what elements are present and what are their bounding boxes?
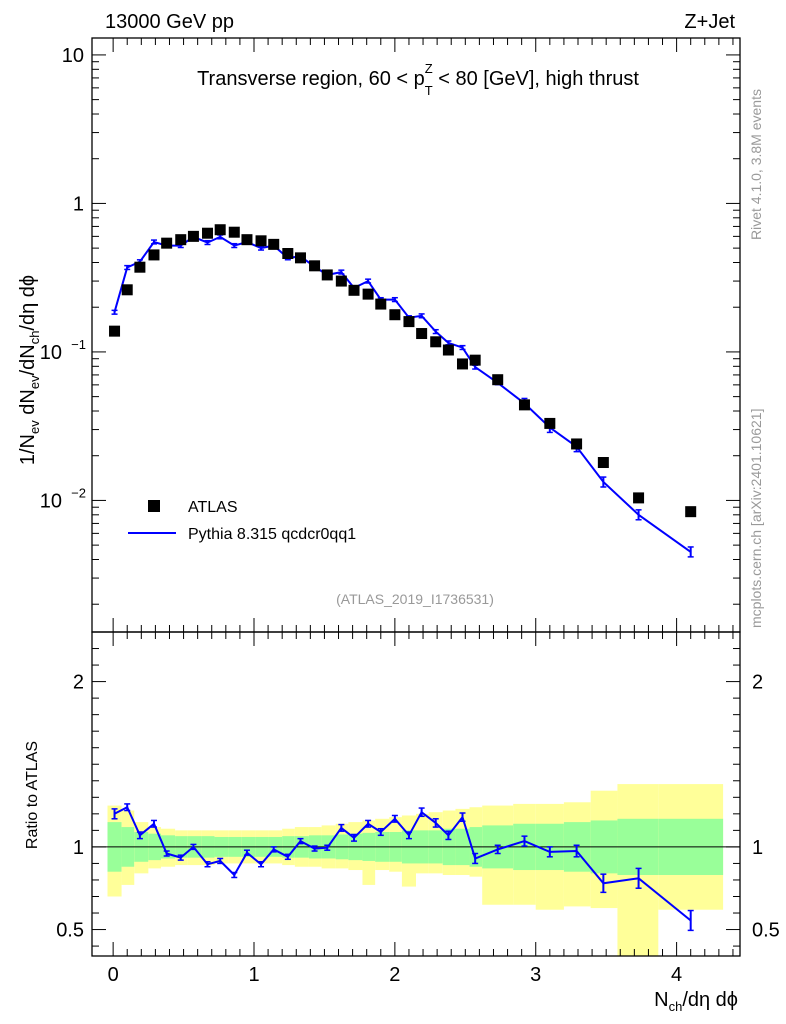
ratio-bands	[92, 784, 740, 956]
atlas-point	[456, 358, 468, 370]
ratio-marks	[111, 803, 694, 932]
atlas-point	[268, 238, 280, 250]
ratio-y-tick-label-left: 0.5	[56, 920, 84, 942]
atlas-point	[321, 269, 333, 281]
ratio-y-tick-label-left: 1	[73, 837, 84, 859]
main-marks	[109, 224, 697, 558]
title-sup: Z	[425, 61, 433, 76]
atlas-point	[375, 298, 387, 310]
x-tick-label: 0	[108, 964, 119, 986]
process-label: Z+Jet	[684, 11, 735, 33]
x-tick-label: 2	[389, 964, 400, 986]
main-y-tick-exponent: −2	[71, 485, 86, 500]
atlas-point	[228, 226, 240, 238]
atlas-point	[175, 234, 187, 246]
main-y-tick-label: 10	[40, 342, 62, 364]
x-tick-label: 4	[671, 964, 682, 986]
atlas-point	[121, 284, 133, 296]
ratio-y-tick-label-left: 2	[73, 672, 84, 694]
atlas-point	[597, 457, 609, 469]
atlas-point	[134, 261, 146, 273]
atlas-point	[282, 248, 294, 260]
atlas-point	[294, 252, 306, 264]
legend-atlas-marker	[148, 500, 160, 512]
title-prefix: Transverse region, 60 < p	[197, 68, 425, 90]
main-axes: 10 1 10 −1 10 −2	[40, 37, 741, 633]
mcplots-label: mcplots.cern.ch [arXiv:2401.10621]	[748, 409, 764, 628]
atlas-point	[403, 316, 415, 328]
atlas-point	[492, 374, 504, 386]
atlas-point	[309, 260, 321, 272]
main-y-tick-label: 10	[62, 45, 84, 67]
ratio-panel: 0.5 0.5 1 1 2 2 0 1 2 3 4 Ratio to ATLAS Nch/dη dϕ	[24, 631, 780, 1014]
atlas-point	[633, 492, 645, 504]
atlas-point	[148, 249, 160, 261]
atlas-point	[202, 227, 214, 239]
atlas-point	[430, 336, 442, 348]
title-suffix: < 80 [GeV], high thrust	[433, 68, 640, 90]
main-y-tick-label: 10	[40, 490, 62, 512]
ratio-y-tick-label-right: 0.5	[752, 920, 780, 942]
analysis-watermark: (ATLAS_2019_I1736531)	[336, 591, 494, 607]
atlas-point	[161, 237, 173, 249]
ratio-axes: 0.5 0.5 1 1 2 2 0 1 2 3 4	[56, 631, 780, 986]
x-axis-label: Nch/dη dϕ	[654, 989, 738, 1014]
ratio-y-tick-label-right: 1	[752, 837, 763, 859]
atlas-point	[571, 438, 583, 450]
atlas-point	[362, 288, 374, 300]
atlas-point	[389, 309, 401, 321]
main-title: Transverse region, 60 < pZ T < 80 [GeV], …	[197, 61, 639, 98]
main-y-tick-exponent: −1	[71, 337, 86, 352]
atlas-point	[241, 234, 253, 246]
main-y-axis-label: 1/Nev dNev/dNch/dη dϕ	[17, 275, 42, 465]
legend: ATLAS Pythia 8.315 qcdcr0qq1	[128, 499, 356, 543]
atlas-point	[442, 344, 454, 356]
atlas-point	[109, 325, 121, 337]
atlas-point	[335, 275, 347, 287]
x-tick-label: 3	[530, 964, 541, 986]
main-panel: Transverse region, 60 < pZ T < 80 [GeV], …	[17, 37, 741, 633]
ratio-y-axis-label: Ratio to ATLAS	[24, 741, 41, 849]
atlas-point	[214, 224, 226, 236]
atlas-point	[187, 230, 199, 242]
atlas-point	[416, 328, 428, 340]
main-y-tick-label: 1	[73, 193, 84, 215]
energy-label: 13000 GeV pp	[105, 11, 234, 33]
ratio-y-tick-label-right: 2	[752, 672, 763, 694]
rivet-version-label: Rivet 4.1.0, 3.8M events	[748, 89, 764, 240]
atlas-point	[469, 354, 481, 366]
ratio-frame	[91, 631, 741, 957]
title-sub: T	[425, 83, 433, 98]
atlas-point	[348, 284, 360, 296]
atlas-point	[255, 235, 267, 247]
legend-atlas-label: ATLAS	[188, 499, 238, 516]
atlas-point	[685, 506, 697, 518]
legend-pythia-label: Pythia 8.315 qcdcr0qq1	[188, 526, 356, 543]
atlas-point	[544, 417, 556, 429]
atlas-point	[518, 399, 530, 411]
x-tick-label: 1	[248, 964, 259, 986]
